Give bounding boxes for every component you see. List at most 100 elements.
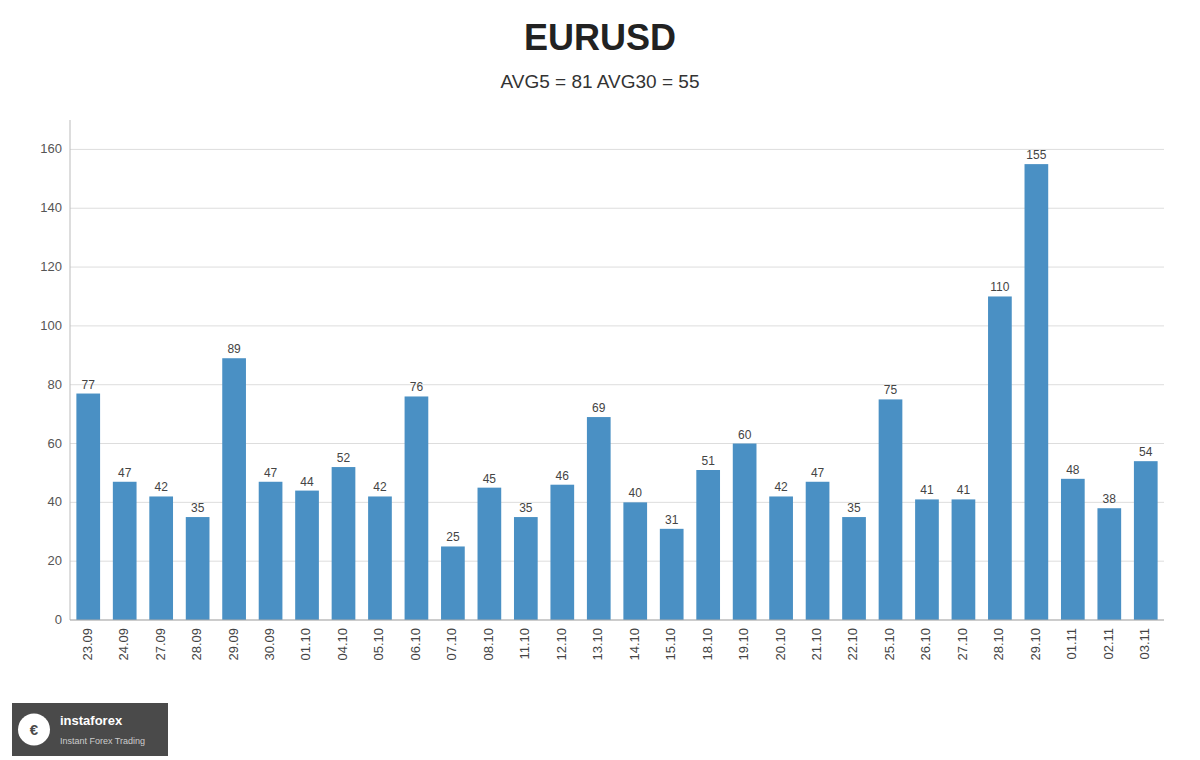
x-tick-label: 19.10 bbox=[736, 628, 751, 661]
bar bbox=[222, 358, 246, 620]
y-axis-line bbox=[70, 120, 71, 620]
x-tick-label: 23.09 bbox=[80, 628, 95, 661]
x-tick-label: 20.10 bbox=[773, 628, 788, 661]
bar bbox=[478, 488, 502, 620]
y-tick-label: 20 bbox=[48, 553, 62, 568]
y-tick-label: 80 bbox=[48, 377, 62, 392]
y-tick-label: 120 bbox=[40, 259, 62, 274]
data-label: 35 bbox=[519, 501, 533, 515]
bar bbox=[587, 417, 611, 620]
x-tick-label: 18.10 bbox=[700, 628, 715, 661]
x-tick-label: 29.09 bbox=[226, 628, 241, 661]
bar bbox=[441, 546, 465, 620]
data-label: 89 bbox=[227, 342, 241, 356]
title: EURUSD bbox=[524, 17, 676, 58]
x-tick-label: 22.10 bbox=[845, 628, 860, 661]
data-label: 41 bbox=[957, 483, 971, 497]
x-tick-label: 28.10 bbox=[991, 628, 1006, 661]
bar bbox=[1061, 479, 1085, 620]
x-tick-label: 21.10 bbox=[809, 628, 824, 661]
grid-line bbox=[70, 267, 1164, 268]
grid-line bbox=[70, 620, 1164, 621]
x-tick-label: 15.10 bbox=[663, 628, 678, 661]
bar bbox=[368, 496, 392, 620]
x-tick-label: 01.11 bbox=[1064, 628, 1079, 660]
x-tick-label: 26.10 bbox=[918, 628, 933, 661]
x-tick-label: 01.10 bbox=[298, 628, 313, 661]
bar bbox=[550, 485, 574, 620]
data-label: 47 bbox=[118, 466, 132, 480]
data-label: 52 bbox=[337, 451, 351, 465]
y-tick-label: 0 bbox=[55, 612, 62, 627]
bar bbox=[76, 394, 100, 620]
x-tick-label: 30.09 bbox=[262, 628, 277, 661]
chart: EURUSD AVG5 = 81 AVG30 = 55 0 20 40 60 80 100 12… bbox=[0, 0, 1200, 760]
x-tick-label: 06.10 bbox=[408, 628, 423, 661]
x-tick-label: 04.10 bbox=[335, 628, 350, 661]
x-tick-label: 28.09 bbox=[189, 628, 204, 661]
bars bbox=[76, 164, 1157, 620]
x-tick-label: 24.09 bbox=[116, 628, 131, 661]
bar bbox=[733, 444, 757, 620]
bar bbox=[915, 499, 939, 620]
data-label: 69 bbox=[592, 401, 606, 415]
logo-circle bbox=[18, 714, 50, 746]
bar bbox=[623, 502, 647, 620]
data-label: 47 bbox=[811, 466, 825, 480]
bar bbox=[295, 491, 319, 620]
x-tick-label: 13.10 bbox=[590, 628, 605, 661]
data-label: 76 bbox=[410, 380, 424, 394]
y-tick-label: 160 bbox=[40, 141, 62, 156]
bar bbox=[1097, 508, 1121, 620]
data-label: 41 bbox=[920, 483, 934, 497]
logo-box bbox=[12, 703, 168, 756]
x-tick-label: 05.10 bbox=[371, 628, 386, 661]
subtitle: AVG5 = 81 AVG30 = 55 bbox=[501, 71, 700, 92]
x-tick-label: 25.10 bbox=[882, 628, 897, 661]
x-tick-label: 03.11 bbox=[1137, 628, 1152, 660]
bar bbox=[405, 396, 429, 620]
data-label: 31 bbox=[665, 513, 679, 527]
data-label: 46 bbox=[556, 469, 570, 483]
logo: €instaforexInstant Forex Trading bbox=[12, 703, 168, 756]
bar bbox=[149, 496, 173, 620]
x-tick-label: 12.10 bbox=[554, 628, 569, 661]
y-tick-label: 140 bbox=[40, 200, 62, 215]
x-tick-label: 27.09 bbox=[153, 628, 168, 661]
bar bbox=[696, 470, 720, 620]
data-label: 35 bbox=[191, 501, 205, 515]
x-tick-label: 29.10 bbox=[1028, 628, 1043, 661]
data-label: 54 bbox=[1139, 445, 1153, 459]
bar bbox=[769, 496, 793, 620]
data-label: 60 bbox=[738, 428, 752, 442]
y-tick-label: 40 bbox=[48, 494, 62, 509]
y-tick-label: 60 bbox=[48, 436, 62, 451]
x-tick-label: 07.10 bbox=[444, 628, 459, 661]
grid-line bbox=[70, 208, 1164, 209]
bar bbox=[113, 482, 137, 620]
bar bbox=[842, 517, 866, 620]
data-label: 38 bbox=[1103, 492, 1117, 506]
annotation: € bbox=[30, 721, 39, 738]
annotation: Instant Forex Trading bbox=[60, 736, 145, 746]
data-label: 48 bbox=[1066, 463, 1080, 477]
data-label: 25 bbox=[446, 530, 460, 544]
bar bbox=[259, 482, 283, 620]
data-label: 45 bbox=[483, 472, 497, 486]
x-tick-label: 27.10 bbox=[955, 628, 970, 661]
data-label: 42 bbox=[373, 480, 387, 494]
bar bbox=[186, 517, 210, 620]
x-tick-label: 08.10 bbox=[481, 628, 496, 661]
grid-line bbox=[70, 149, 1164, 150]
bar bbox=[988, 296, 1012, 620]
data-label: 110 bbox=[990, 280, 1009, 294]
data-label: 44 bbox=[300, 475, 314, 489]
bar bbox=[806, 482, 830, 620]
bar bbox=[332, 467, 356, 620]
data-label: 155 bbox=[1026, 148, 1046, 162]
bar bbox=[514, 517, 538, 620]
x-axis-line bbox=[70, 620, 1164, 621]
data-label: 77 bbox=[82, 378, 96, 392]
y-tick-label: 100 bbox=[40, 318, 62, 333]
grid bbox=[70, 149, 1164, 620]
